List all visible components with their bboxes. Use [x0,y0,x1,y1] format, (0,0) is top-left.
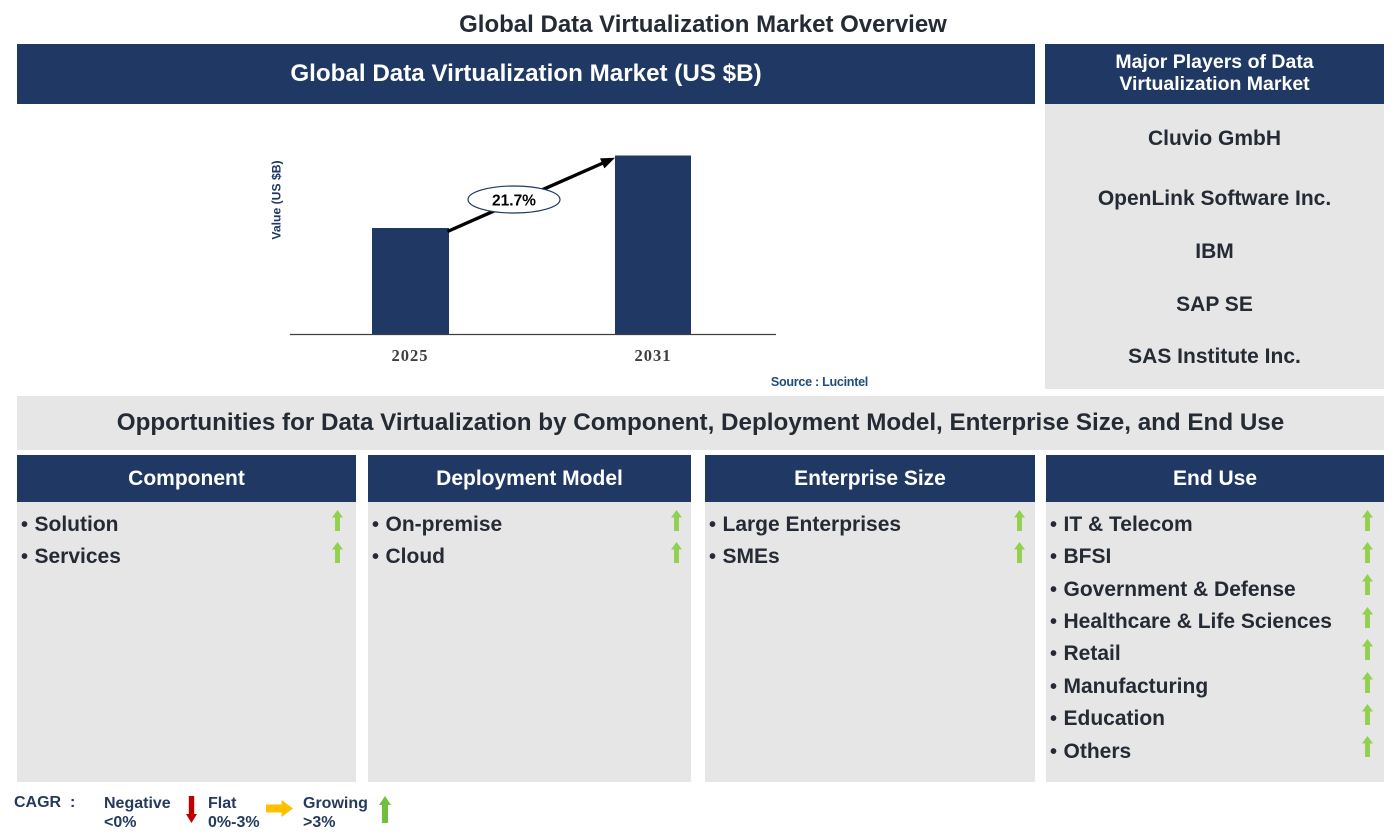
svg-text:Value (US $B): Value (US $B) [270,160,284,239]
svg-text:2031: 2031 [635,346,672,365]
svg-text:Source : Lucintel: Source : Lucintel [771,375,868,389]
svg-text:21.7%: 21.7% [492,193,536,210]
svg-text:2025: 2025 [392,346,429,365]
